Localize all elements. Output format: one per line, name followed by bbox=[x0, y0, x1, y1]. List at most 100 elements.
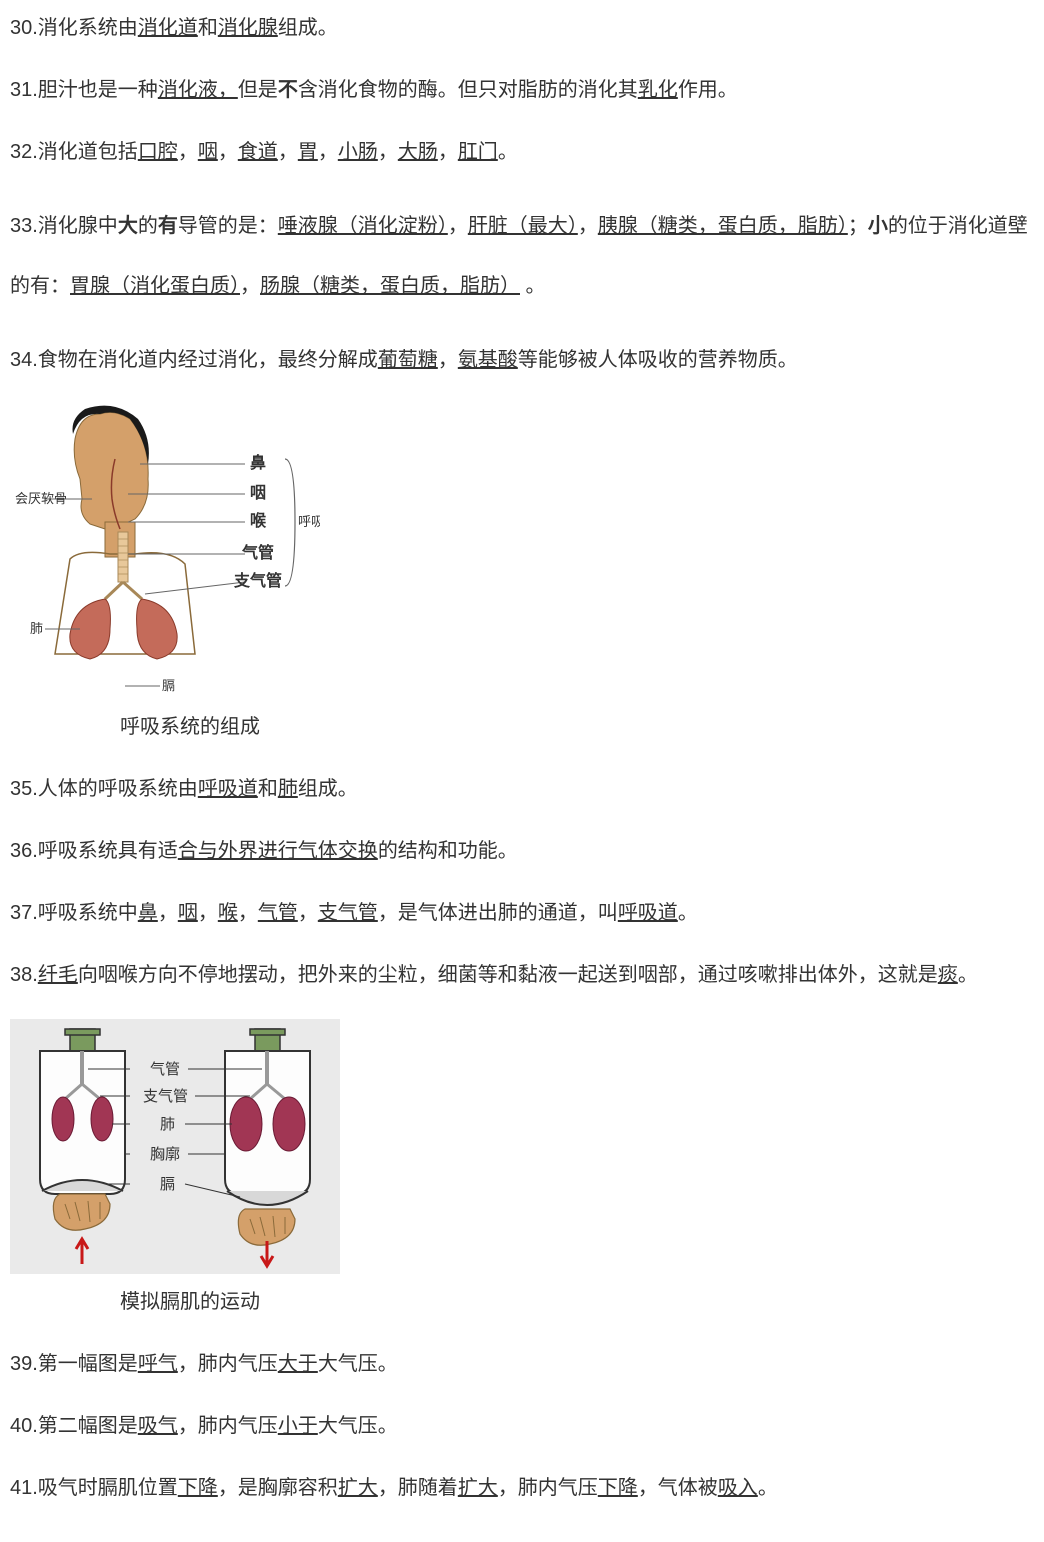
item-30: 30.消化系统由消化道和消化腺组成。 bbox=[10, 10, 1034, 46]
underline: 肺 bbox=[278, 778, 298, 800]
item-31: 31.胆汁也是一种消化液，但是不含消化食物的酶。但只对脂肪的消化其乳化作用。 bbox=[10, 72, 1034, 108]
underline: 吸气 bbox=[138, 1415, 178, 1437]
sep: ， bbox=[298, 902, 318, 924]
sep: ， bbox=[278, 141, 298, 163]
underline: 气管 bbox=[258, 902, 298, 924]
underline: 胃 bbox=[298, 141, 318, 163]
text: 组成。 bbox=[298, 778, 358, 800]
text: 。 bbox=[520, 275, 546, 297]
sep: ， bbox=[438, 141, 458, 163]
underline: 吸入 bbox=[718, 1477, 758, 1499]
underline: 消化液， bbox=[158, 79, 238, 101]
underline: 下降 bbox=[178, 1477, 218, 1499]
label-lung: 肺 bbox=[160, 1116, 175, 1133]
sep: ， bbox=[378, 141, 398, 163]
label-trachea: 气管 bbox=[150, 1061, 180, 1078]
sep: ， bbox=[218, 141, 238, 163]
text: 的 bbox=[138, 215, 158, 237]
text: ，是气体进出肺的通道，叫 bbox=[378, 902, 618, 924]
label-diaphragm: 膈 bbox=[162, 678, 175, 693]
text: 30.消化系统由 bbox=[10, 17, 138, 39]
sep: ， bbox=[318, 141, 338, 163]
underline: 乳化 bbox=[638, 79, 678, 101]
text: ，肺内气压 bbox=[178, 1353, 278, 1375]
underline: 咽 bbox=[198, 141, 218, 163]
sep: ， bbox=[448, 215, 468, 237]
item-40: 40.第二幅图是吸气，肺内气压小于大气压。 bbox=[10, 1408, 1034, 1444]
item-34: 34.食物在消化道内经过消化，最终分解成葡萄糖，氨基酸等能够被人体吸收的营养物质… bbox=[10, 342, 1034, 378]
label-epiglottis: 会厌软骨 bbox=[15, 491, 67, 506]
item-33: 33.消化腺中大的有导管的是：唾液腺（消化淀粉），肝脏（最大），胰腺（糖类，蛋白… bbox=[10, 196, 1034, 316]
underline: 咽 bbox=[178, 902, 198, 924]
text: 40.第二幅图是 bbox=[10, 1415, 138, 1437]
text: 的结构和功能。 bbox=[378, 840, 518, 862]
text: ，肺内气压 bbox=[498, 1477, 598, 1499]
text: 。 bbox=[958, 964, 978, 986]
item-32: 32.消化道包括口腔，咽，食道，胃，小肠，大肠，肛门。 bbox=[10, 134, 1034, 170]
underline: 喉 bbox=[218, 902, 238, 924]
label-airway: 呼吸道 bbox=[298, 514, 320, 529]
bell-jar-diagram: 气管 支气管 肺 胸廓 膈 bbox=[10, 1019, 1034, 1274]
underline: 唾液腺（消化淀粉） bbox=[278, 215, 448, 237]
text: ； bbox=[848, 215, 868, 237]
label-bronchi: 支气管 bbox=[143, 1088, 188, 1105]
text: 但是 bbox=[238, 79, 278, 101]
underline: 消化腺 bbox=[218, 17, 278, 39]
respiratory-system-diagram: 会厌软骨 肺 鼻 咽 喉 气管 支气管 呼吸道 膈 bbox=[10, 404, 1034, 699]
text: 32.消化道包括 bbox=[10, 141, 138, 163]
text: 作用。 bbox=[678, 79, 738, 101]
label-nose: 鼻 bbox=[250, 453, 266, 472]
text: ，肺内气压 bbox=[178, 1415, 278, 1437]
underline: 呼吸道 bbox=[618, 902, 678, 924]
label-larynx: 喉 bbox=[250, 511, 267, 530]
underline: 食道 bbox=[238, 141, 278, 163]
item-41: 41.吸气时膈肌位置下降，是胸廓容积扩大，肺随着扩大，肺内气压下降，气体被吸入。 bbox=[10, 1470, 1034, 1506]
item-39: 39.第一幅图是呼气，肺内气压大于大气压。 bbox=[10, 1346, 1034, 1382]
sep: ， bbox=[238, 902, 258, 924]
label-trachea: 气管 bbox=[241, 543, 274, 562]
text: 31.胆汁也是一种 bbox=[10, 79, 158, 101]
underline: 肠腺（糖类，蛋白质，脂肪） bbox=[260, 275, 520, 297]
sep: ， bbox=[240, 275, 260, 297]
sep: ， bbox=[178, 141, 198, 163]
underline: 肝脏（最大） bbox=[468, 215, 578, 237]
underline: 鼻 bbox=[138, 902, 158, 924]
label-diaphragm: 膈 bbox=[160, 1176, 175, 1193]
sep: ， bbox=[438, 349, 458, 371]
text: 35.人体的呼吸系统由 bbox=[10, 778, 198, 800]
underline: 支气管 bbox=[318, 902, 378, 924]
bold: 小 bbox=[868, 215, 888, 237]
text: 大气压。 bbox=[318, 1415, 398, 1437]
underline: 下降 bbox=[598, 1477, 638, 1499]
text: 向咽喉方向不停地摆动，把外来的尘粒，细菌等和黏液一起送到咽部，通过咳嗽排出体外，… bbox=[78, 964, 938, 986]
underline: 呼气 bbox=[138, 1353, 178, 1375]
underline: 胃腺（消化蛋白质） bbox=[70, 275, 240, 297]
underline: 呼吸道 bbox=[198, 778, 258, 800]
text: 等能够被人体吸收的营养物质。 bbox=[518, 349, 798, 371]
label-bronchi: 支气管 bbox=[233, 571, 282, 590]
sep: ， bbox=[198, 902, 218, 924]
text: ，气体被 bbox=[638, 1477, 718, 1499]
underline: 纤毛 bbox=[38, 964, 78, 986]
item-36: 36.呼吸系统具有适合与外界进行气体交换的结构和功能。 bbox=[10, 833, 1034, 869]
underline: 扩大 bbox=[338, 1477, 378, 1499]
item-38: 38.纤毛向咽喉方向不停地摆动，把外来的尘粒，细菌等和黏液一起送到咽部，通过咳嗽… bbox=[10, 957, 1034, 993]
underline: 氨基酸 bbox=[458, 349, 518, 371]
text: 39.第一幅图是 bbox=[10, 1353, 138, 1375]
underline: 大肠 bbox=[398, 141, 438, 163]
text: ，是胸廓容积 bbox=[218, 1477, 338, 1499]
underline: 合与外界进行气体交换 bbox=[178, 840, 378, 862]
text: 38. bbox=[10, 964, 38, 986]
caption-bell-jar: 模拟膈肌的运动 bbox=[120, 1284, 1034, 1320]
item-37: 37.呼吸系统中鼻，咽，喉，气管，支气管，是气体进出肺的通道，叫呼吸道。 bbox=[10, 895, 1034, 931]
underline: 葡萄糖 bbox=[378, 349, 438, 371]
text: 导管的是： bbox=[178, 215, 278, 237]
text: 大气压。 bbox=[318, 1353, 398, 1375]
bold: 不 bbox=[278, 79, 298, 101]
text: 和 bbox=[258, 778, 278, 800]
text: 和 bbox=[198, 17, 218, 39]
text: 组成。 bbox=[278, 17, 338, 39]
underline: 扩大 bbox=[458, 1477, 498, 1499]
underline: 消化道 bbox=[138, 17, 198, 39]
caption-respiratory: 呼吸系统的组成 bbox=[120, 709, 1034, 745]
